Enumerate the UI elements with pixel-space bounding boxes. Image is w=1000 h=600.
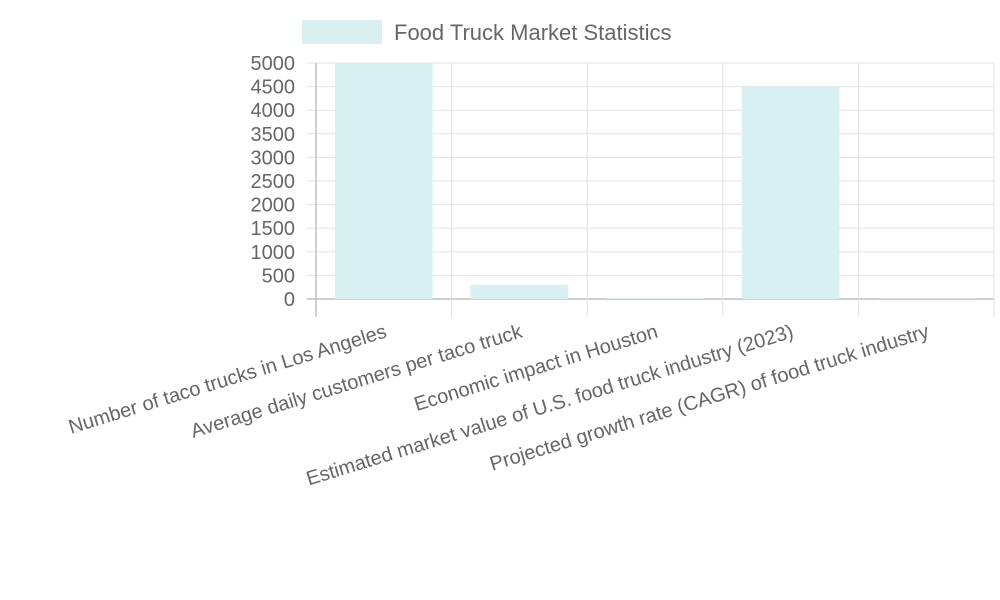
bar[interactable] bbox=[334, 63, 433, 299]
bar[interactable] bbox=[470, 284, 569, 299]
y-tick-label: 0 bbox=[284, 289, 295, 311]
y-tick-label: 1500 bbox=[251, 218, 296, 240]
bars bbox=[334, 63, 976, 299]
y-tick-label: 4000 bbox=[251, 100, 296, 122]
y-tick-label: 500 bbox=[262, 265, 295, 287]
y-tick-label: 5000 bbox=[251, 53, 296, 75]
legend-label: Food Truck Market Statistics bbox=[394, 20, 672, 45]
legend-swatch bbox=[302, 20, 382, 44]
y-tick-label: 4500 bbox=[251, 77, 296, 99]
y-tick-label: 1000 bbox=[251, 242, 296, 264]
legend[interactable]: Food Truck Market Statistics bbox=[302, 20, 672, 45]
bar[interactable] bbox=[741, 86, 840, 299]
y-tick-label: 3500 bbox=[251, 124, 296, 146]
y-tick-label: 3000 bbox=[251, 147, 296, 169]
bar[interactable] bbox=[606, 298, 704, 299]
y-tick-label: 2500 bbox=[251, 171, 296, 193]
y-tick-label: 2000 bbox=[251, 195, 296, 217]
x-axis-tick-labels: Number of taco trucks in Los AngelesAver… bbox=[66, 320, 932, 490]
